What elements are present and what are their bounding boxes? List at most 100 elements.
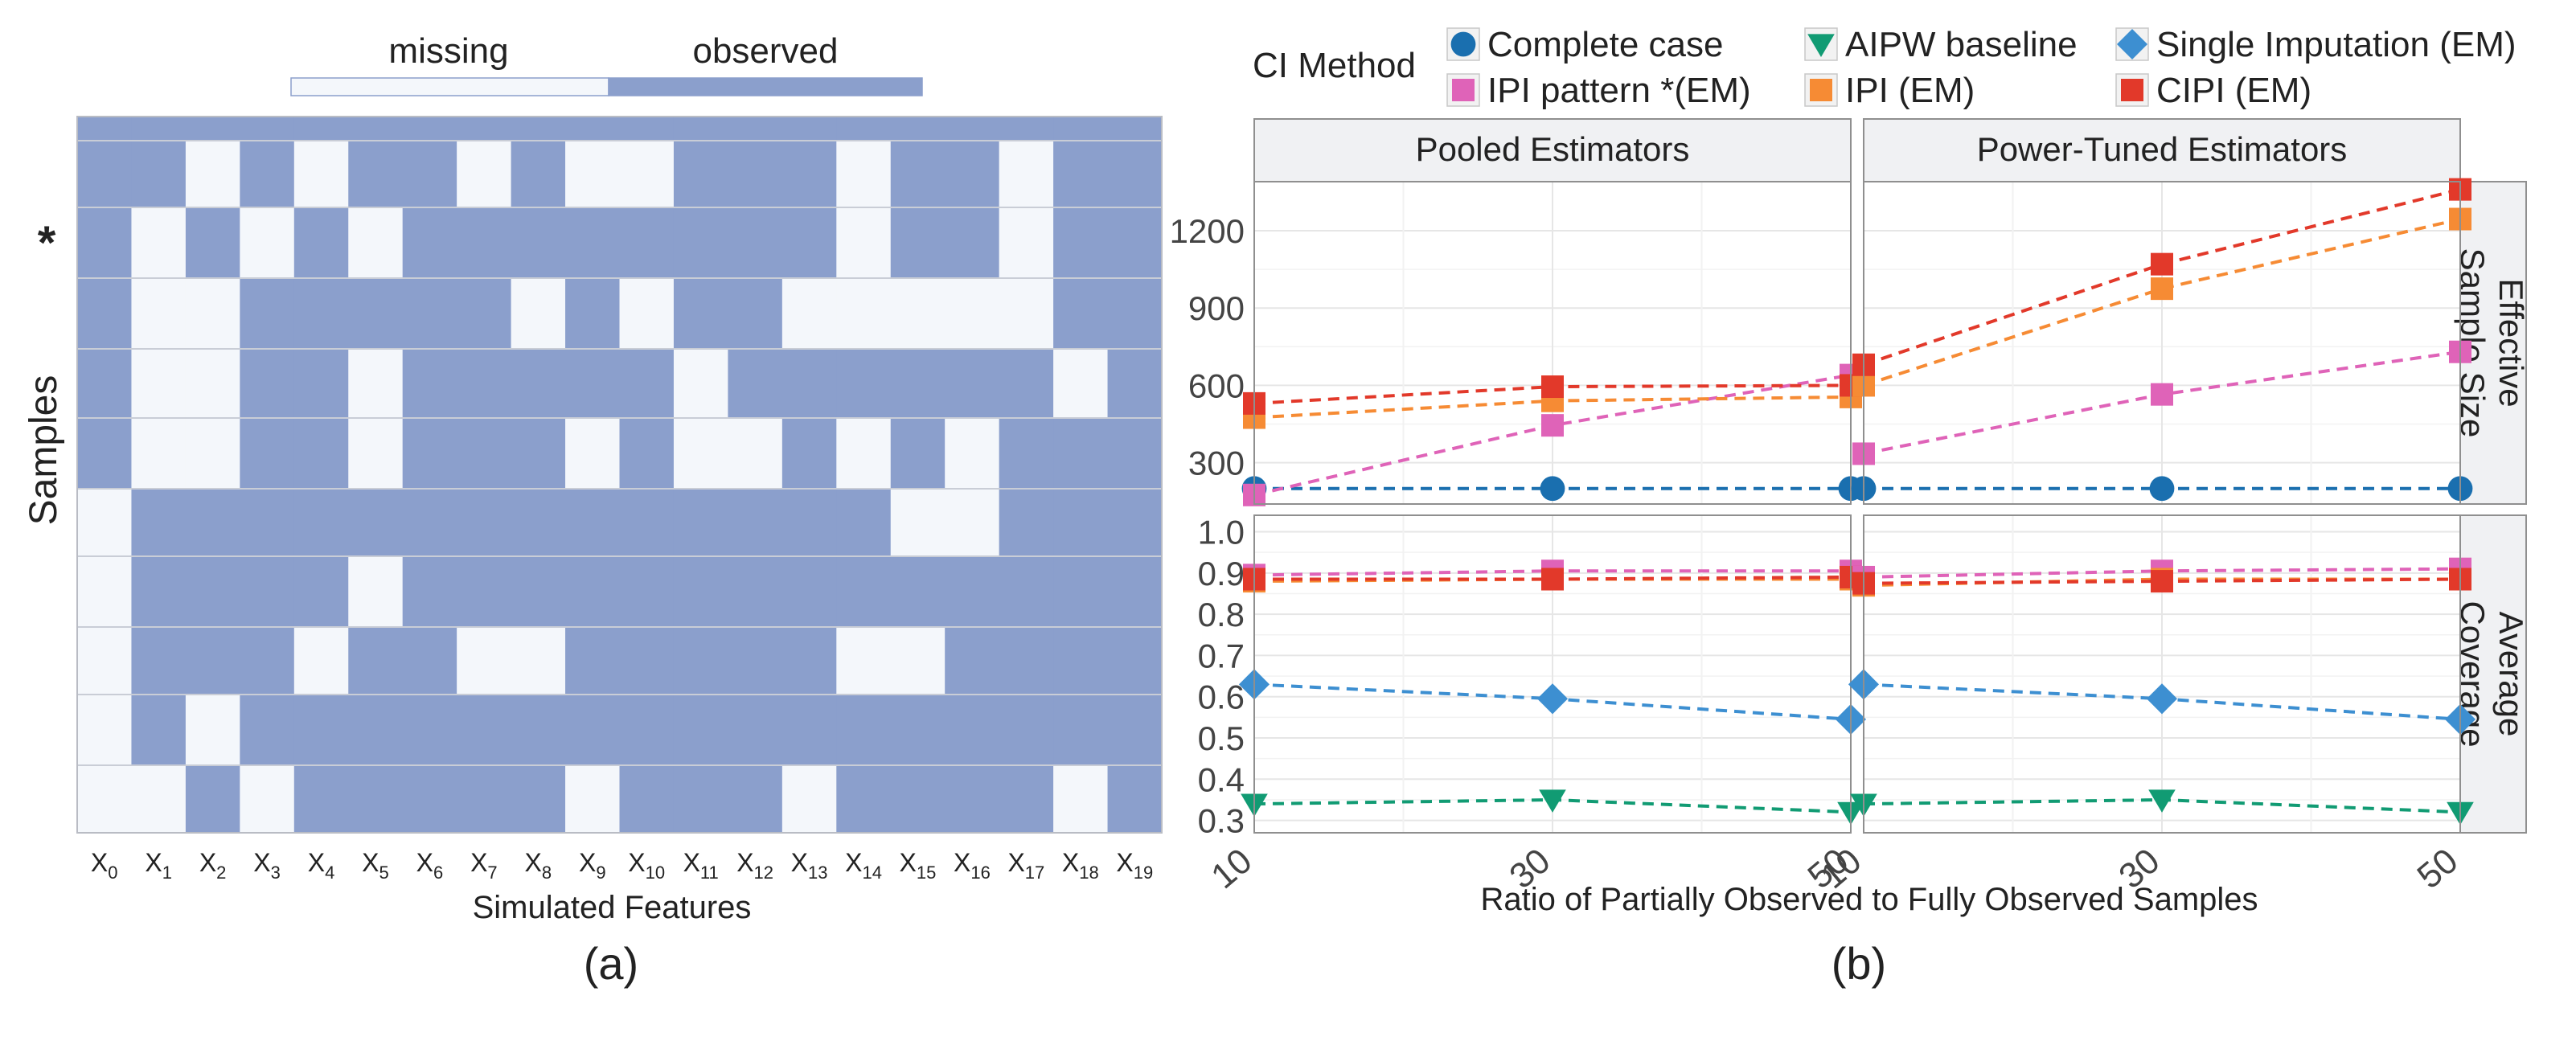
data-point [2148, 789, 2176, 813]
heatmap-cell [945, 695, 1000, 766]
heatmap-cell [1053, 141, 1109, 208]
heatmap-cell [673, 418, 728, 490]
heatmap-cell [890, 278, 945, 350]
heatmap-x-tick-label: X12 [736, 848, 773, 883]
legend-entry-label: CIPI (EM) [2156, 71, 2311, 110]
heatmap-cell [1107, 695, 1163, 766]
heatmap-cell [1053, 278, 1109, 350]
heatmap-cell [836, 418, 892, 490]
heatmap-cell [999, 349, 1054, 419]
heatmap-cell [673, 278, 728, 350]
facet-panel-border [1863, 181, 2461, 505]
heatmap-cell [619, 695, 675, 766]
heatmap-cell [185, 556, 240, 628]
heatmap-cell [511, 278, 566, 350]
y-tick-label: 0.9 [1198, 555, 1245, 592]
heatmap-cell [293, 418, 349, 490]
heatmap-x-tick-label: X17 [1007, 848, 1044, 883]
heatmap-cell [77, 695, 133, 766]
heatmap-cell [1107, 349, 1163, 419]
heatmap-cell [348, 117, 404, 141]
heatmap-cell [185, 117, 240, 141]
heatmap-cell [457, 349, 512, 419]
heatmap-cell [728, 765, 783, 834]
heatmap-cell [999, 278, 1054, 350]
heatmap-cell [619, 349, 675, 419]
y-tick-label: 0.5 [1198, 719, 1245, 757]
legend-entry-label: IPI (EM) [1845, 71, 1975, 110]
heatmap-cell [457, 207, 512, 279]
heatmap-cell [565, 141, 621, 208]
heatmap-cell [511, 695, 566, 766]
y-tick-label: 600 [1188, 367, 1245, 404]
heatmap-cell [565, 418, 621, 490]
heatmap-cell [836, 278, 892, 350]
heatmap-cell [77, 418, 133, 490]
data-point [1540, 476, 1565, 502]
heatmap-cell [781, 695, 837, 766]
heatmap-cell [77, 207, 133, 279]
panel-b-x-axis-label: Ratio of Partially Observed to Fully Obs… [1480, 882, 2258, 917]
heatmap-cell [673, 627, 728, 695]
heatmap-cell [77, 349, 133, 419]
heatmap-cell [1053, 207, 1109, 279]
data-point [1536, 683, 1569, 715]
heatmap-cell [781, 278, 837, 350]
facet-panel [1238, 514, 1867, 834]
heatmap-cell [619, 765, 675, 834]
heatmap-cell [511, 418, 566, 490]
heatmap-cell [457, 556, 512, 628]
series-line [1863, 217, 2461, 387]
heatmap-cell [348, 278, 404, 350]
heatmap-cell [781, 556, 837, 628]
heatmap-cell [1053, 117, 1109, 141]
heatmap-cell [781, 418, 837, 490]
data-point [1541, 414, 1564, 437]
heatmap-cell [999, 695, 1054, 766]
heatmap-cell [185, 627, 240, 695]
heatmap-cell [1107, 556, 1163, 628]
facet-panel [1848, 514, 2476, 834]
heatmap-cell [240, 627, 295, 695]
heatmap-cell [728, 695, 783, 766]
y-tick-label: 900 [1188, 289, 1245, 327]
heatmap-cell [673, 695, 728, 766]
facet-column-strip [1253, 118, 1852, 182]
heatmap-cell [348, 556, 404, 628]
heatmap-cell [945, 765, 1000, 834]
heatmap-cell [890, 489, 945, 557]
heatmap-cell [565, 117, 621, 141]
data-point [1539, 789, 1566, 813]
heatmap-cell [131, 117, 187, 141]
heatmap-cell [293, 627, 349, 695]
heatmap-cell [1053, 418, 1109, 490]
heatmap-cell [890, 627, 945, 695]
heatmap-cell [619, 627, 675, 695]
heatmap-cell [728, 556, 783, 628]
heatmap-cell [781, 489, 837, 557]
heatmap-x-tick-label: X8 [525, 848, 552, 883]
heatmap-x-tick-label: X6 [416, 848, 444, 883]
heatmap-cell [240, 207, 295, 279]
data-point [1541, 375, 1564, 399]
heatmap-cell [999, 556, 1054, 628]
heatmap-cell [402, 765, 457, 834]
heatmap-cell [402, 556, 457, 628]
heatmap-cell [240, 556, 295, 628]
heatmap-cell [77, 141, 133, 208]
heatmap-cell [402, 207, 457, 279]
heatmap-cell [293, 141, 349, 208]
heatmap-cell [293, 278, 349, 350]
facet-panel [1241, 181, 1864, 506]
heatmap-cell [673, 489, 728, 557]
heatmap-cell [240, 278, 295, 350]
heatmap-cell [999, 489, 1054, 557]
heatmap-x-tick-label: X5 [362, 848, 389, 883]
heatmap-cell [1107, 627, 1163, 695]
data-point [2146, 683, 2178, 715]
legend-marker [1450, 31, 1476, 57]
heatmap-cell [1107, 489, 1163, 557]
heatmap-cell [836, 141, 892, 208]
facet-panel-border [1253, 514, 1852, 834]
